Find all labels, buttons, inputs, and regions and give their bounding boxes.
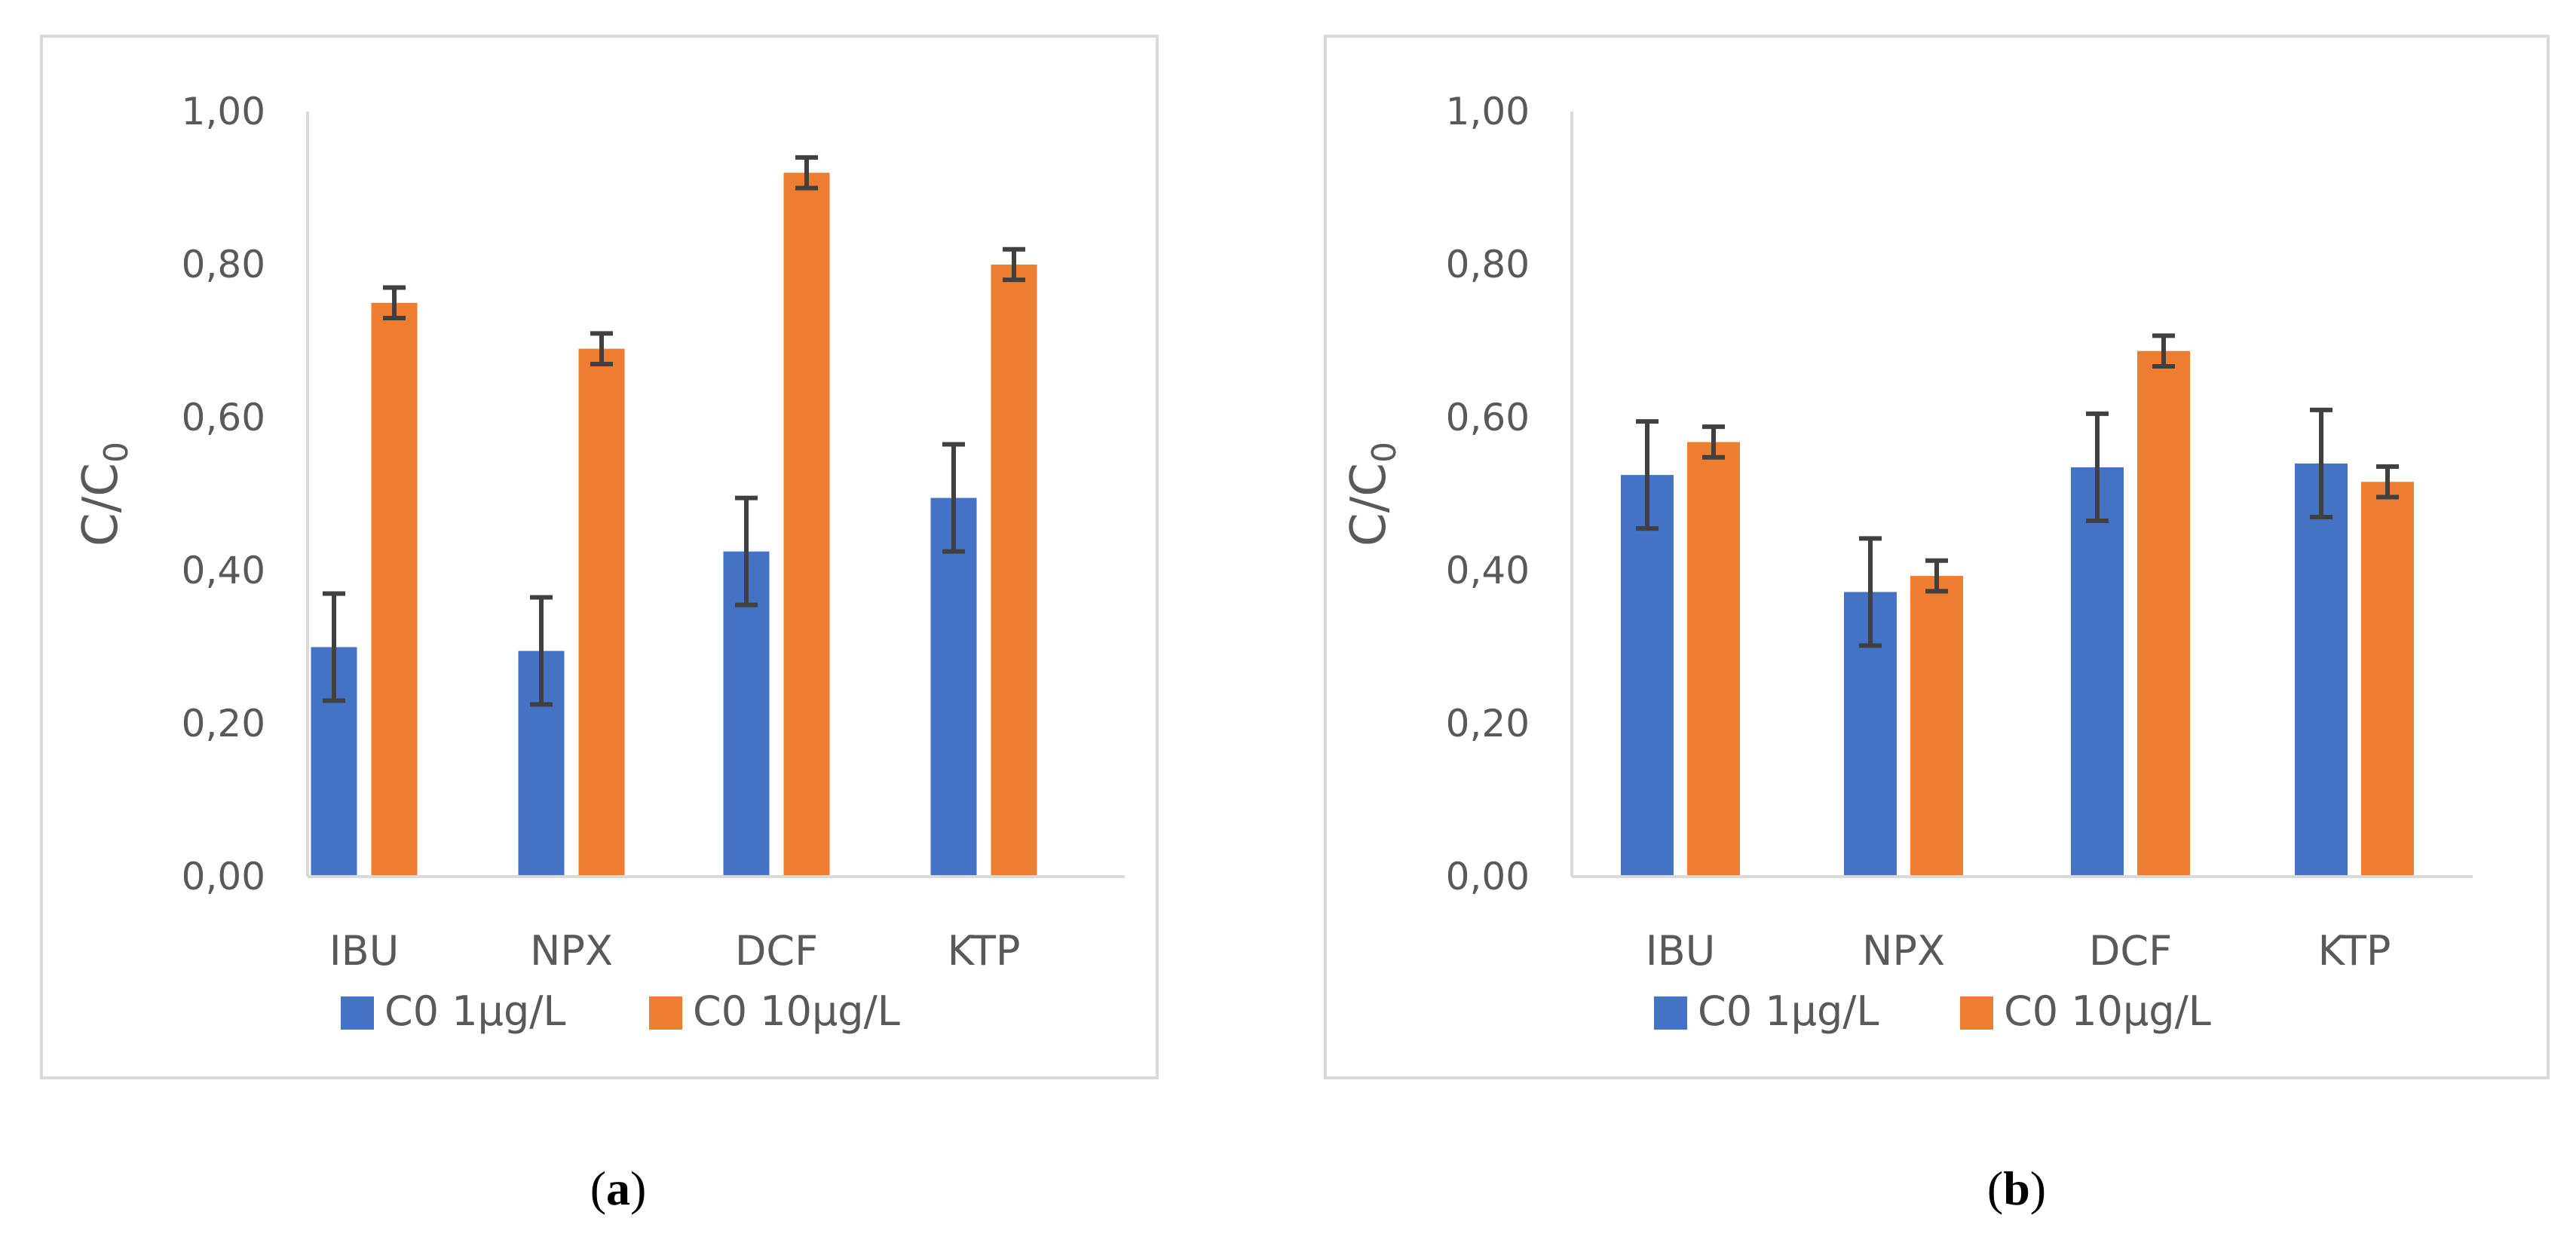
error-bar [383, 285, 406, 321]
y-axis-title-main: C/C [1341, 463, 1397, 546]
x-category-label: KTP [948, 927, 1021, 975]
y-axis-title-main: C/C [73, 463, 129, 546]
panel-label: (b) [1987, 1162, 2046, 1215]
bar-1-npx [1910, 576, 1963, 877]
error-bar [795, 155, 818, 191]
error-bar [530, 595, 553, 707]
bar-1-ibu [371, 302, 418, 877]
chart-panel-b: 0,00 0,20 0,40 0,60 0,80 1,00 C/C0 IBU NPX DCF KTP… [1324, 35, 2550, 1215]
bar-0-dcf [2071, 467, 2124, 877]
error-bar [1636, 419, 1659, 531]
legend-label-0: C0 1µg/L [384, 987, 566, 1035]
y-tick-label: 0,20 [182, 702, 265, 745]
legend-label-1: C0 10µg/L [2004, 987, 2211, 1035]
x-category-label: NPX [1862, 927, 1945, 975]
error-bar [2376, 464, 2399, 500]
y-tick-label: 0,60 [182, 396, 265, 439]
x-category-label: KTP [2318, 927, 2391, 975]
y-axis-title: C/C0 [1341, 442, 1404, 546]
error-bar [942, 442, 965, 554]
chart-panel-a: 0,00 0,20 0,40 0,60 0,80 1,00 C/C0 IBU NPX DCF KTP… [40, 35, 1159, 1215]
panel-label: (a) [590, 1162, 647, 1215]
bar-0-ibu [1621, 475, 1674, 877]
y-tick-label: 1,00 [1446, 90, 1530, 133]
panel-label-open: ( [1987, 1162, 2003, 1215]
bar-1-dcf [783, 173, 830, 877]
y-axis-title-subscript: 0 [1365, 442, 1404, 463]
error-bar [1859, 536, 1882, 648]
x-category-label: DCF [735, 927, 818, 975]
panel-label-letter: b [2003, 1162, 2030, 1215]
y-tick-label: 0,00 [182, 855, 265, 898]
error-bar [2310, 407, 2332, 519]
y-tick-label: 0,40 [182, 549, 265, 592]
panel-label-close: ) [2030, 1162, 2046, 1215]
bar-1-npx [578, 348, 625, 877]
x-category-label: DCF [2089, 927, 2172, 975]
legend: C0 1µg/L C0 10µg/L [1654, 987, 2211, 1035]
y-tick-label: 0,80 [182, 243, 265, 286]
legend-swatch-1 [1960, 996, 1993, 1030]
legend-swatch-1 [649, 996, 682, 1030]
error-bar [323, 591, 345, 703]
bar-0-ktp [2295, 463, 2348, 877]
bar-1-dcf [2137, 350, 2190, 877]
legend-swatch-0 [341, 996, 374, 1030]
y-axis-title-subscript: 0 [97, 442, 136, 463]
y-tick-label: 1,00 [182, 90, 265, 133]
legend: C0 1µg/L C0 10µg/L [341, 987, 900, 1035]
y-tick-label: 0,00 [1446, 855, 1530, 898]
bar-0-ktp [930, 497, 977, 877]
bar-1-ktp [991, 265, 1037, 877]
error-bar [1925, 558, 1948, 594]
legend-label-0: C0 1µg/L [1698, 987, 1879, 1035]
panel-label-open: ( [590, 1162, 606, 1215]
x-category-label: IBU [329, 927, 400, 975]
x-category-label: NPX [530, 927, 613, 975]
error-bar [590, 331, 613, 366]
panel-label-letter: a [606, 1162, 630, 1215]
y-tick-label: 0,60 [1446, 396, 1530, 439]
legend-swatch-0 [1654, 996, 1687, 1030]
bar-1-ibu [1687, 442, 1740, 877]
bar-1-ktp [2361, 482, 2414, 877]
x-category-label: IBU [1646, 927, 1716, 975]
error-bar [735, 495, 758, 608]
y-tick-label: 0,40 [1446, 549, 1530, 592]
error-bar [1702, 424, 1725, 460]
error-bar [1003, 246, 1025, 283]
y-axis-title: C/C0 [73, 442, 136, 546]
error-bar [2152, 333, 2175, 369]
y-tick-label: 0,80 [1446, 243, 1530, 286]
error-bar [2086, 411, 2109, 524]
y-tick-label: 0,20 [1446, 702, 1530, 745]
legend-label-1: C0 10µg/L [693, 987, 900, 1035]
panel-label-close: ) [630, 1162, 646, 1215]
